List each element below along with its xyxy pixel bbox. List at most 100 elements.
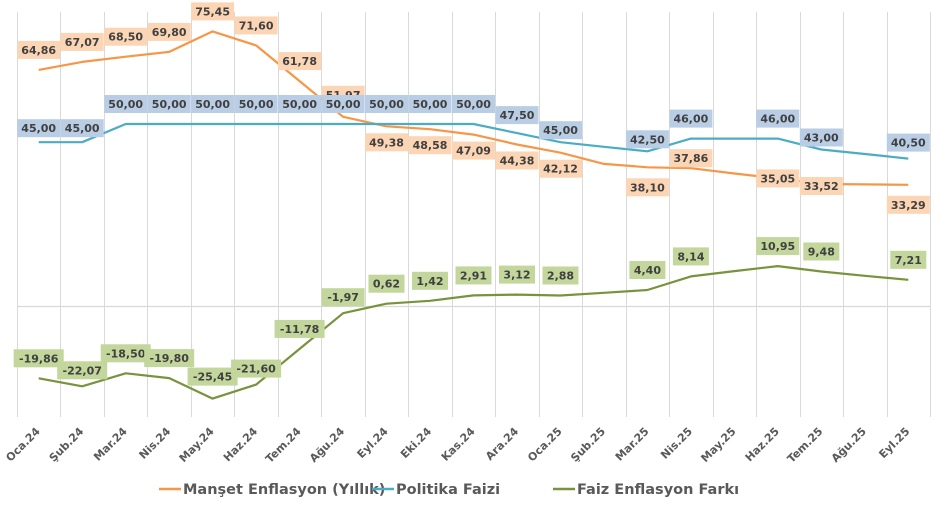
data-label-text: 8,14 bbox=[677, 250, 704, 263]
data-label-manset: 47,09 bbox=[452, 141, 495, 160]
data-label-text: -19,80 bbox=[150, 352, 190, 365]
data-label-politika: 50,00 bbox=[452, 95, 495, 113]
data-label-text: 1,42 bbox=[416, 275, 443, 288]
data-label-background bbox=[13, 349, 64, 368]
data-label-background bbox=[147, 95, 191, 113]
data-label-fark: -19,80 bbox=[144, 349, 195, 368]
x-tick-label: Mar.24 bbox=[91, 425, 130, 464]
data-label-background bbox=[886, 195, 930, 214]
x-tick-label: Ara.24 bbox=[483, 425, 521, 463]
data-label-manset: 44,38 bbox=[495, 151, 539, 170]
data-label-text: 67,07 bbox=[65, 36, 100, 49]
x-tick-label: Şub.24 bbox=[47, 425, 87, 465]
data-label-politika: 42,50 bbox=[625, 130, 669, 149]
data-label-background bbox=[408, 136, 452, 155]
x-tick-label: Haz.25 bbox=[743, 425, 782, 464]
data-label-text: 50,00 bbox=[456, 98, 491, 111]
data-label-manset: 35,05 bbox=[756, 169, 800, 188]
data-label-fark: 9,48 bbox=[803, 242, 840, 261]
data-label-text: 37,86 bbox=[674, 152, 709, 165]
data-label-background bbox=[799, 128, 843, 147]
data-label-text: 35,05 bbox=[760, 172, 795, 185]
data-label-politika: 46,00 bbox=[669, 109, 713, 128]
data-label-text: 64,86 bbox=[21, 44, 56, 57]
data-label-text: 42,12 bbox=[543, 163, 578, 176]
x-tick-label: Nis.25 bbox=[658, 425, 695, 462]
legend: Manşet Enflasyon (Yıllık) Politika Faizi F… bbox=[159, 482, 739, 498]
data-label-background bbox=[60, 119, 104, 138]
x-tick-label: Ağu.25 bbox=[829, 425, 869, 465]
x-tick-label: Eyl.25 bbox=[876, 425, 912, 461]
data-label-text: 44,38 bbox=[500, 155, 535, 168]
data-label-politika: 50,00 bbox=[147, 95, 191, 113]
data-label-background bbox=[625, 178, 669, 197]
data-label-text: 50,00 bbox=[413, 98, 448, 111]
data-label-text: 50,00 bbox=[195, 98, 230, 111]
data-label-manset: 67,07 bbox=[60, 32, 104, 51]
data-label-manset: 75,45 bbox=[191, 2, 235, 21]
data-label-text: 4,40 bbox=[634, 264, 661, 277]
data-label-text: 7,21 bbox=[895, 254, 922, 267]
series-lines bbox=[38, 30, 909, 400]
data-label-text: 38,10 bbox=[630, 181, 665, 194]
data-label-fark: 2,91 bbox=[455, 266, 492, 285]
data-label-text: 33,29 bbox=[891, 199, 926, 212]
data-label-manset: 33,52 bbox=[799, 177, 843, 195]
data-label-background bbox=[542, 266, 579, 285]
data-label-manset: 33,29 bbox=[886, 195, 930, 214]
data-label-text: 45,00 bbox=[21, 122, 56, 135]
data-label-manset: 48,58 bbox=[408, 136, 452, 155]
data-label-fark: 4,40 bbox=[629, 261, 666, 279]
data-label-text: 42,50 bbox=[630, 133, 665, 146]
data-label-text: 47,50 bbox=[500, 109, 535, 122]
data-label-manset: 42,12 bbox=[539, 159, 582, 178]
data-label-fark: -25,45 bbox=[187, 367, 238, 386]
data-label-background bbox=[57, 361, 108, 380]
data-label-fark: -1,97 bbox=[321, 288, 365, 307]
data-label-background bbox=[495, 106, 539, 125]
data-label-background bbox=[452, 95, 495, 113]
data-label-background bbox=[365, 133, 408, 152]
data-label-politika: 50,00 bbox=[191, 95, 235, 113]
data-label-text: 50,00 bbox=[152, 98, 187, 111]
data-label-background bbox=[104, 27, 148, 46]
data-label-text: -11,78 bbox=[280, 323, 319, 336]
data-label-background bbox=[274, 319, 325, 338]
data-label-text: 68,50 bbox=[108, 31, 143, 44]
data-label-background bbox=[539, 159, 582, 178]
data-label-background bbox=[144, 349, 195, 368]
data-label-fark: 3,12 bbox=[499, 265, 535, 284]
data-label-background bbox=[321, 95, 365, 113]
data-label-manset: 61,78 bbox=[278, 52, 322, 71]
legend-item-fark: Faiz Enflasyon Farkı bbox=[553, 482, 739, 498]
data-label-background bbox=[799, 177, 843, 195]
data-label-manset: 37,86 bbox=[669, 149, 713, 168]
data-label-politika: 46,00 bbox=[756, 109, 800, 128]
data-label-fark: 2,88 bbox=[542, 266, 579, 285]
data-label-fark: -19,86 bbox=[13, 349, 64, 368]
data-label-fark: 7,21 bbox=[890, 250, 927, 269]
data-label-fark: 10,95 bbox=[756, 237, 800, 256]
data-label-politika: 50,00 bbox=[321, 95, 365, 113]
legend-item-politika: Politika Faizi bbox=[372, 482, 500, 498]
data-label-text: 75,45 bbox=[195, 5, 230, 18]
data-label-fark: 8,14 bbox=[672, 247, 709, 266]
data-label-background bbox=[499, 265, 535, 284]
data-label-background bbox=[17, 119, 61, 138]
series-line-faiz-enflasyon-farki bbox=[38, 265, 909, 400]
data-label-background bbox=[886, 133, 930, 152]
data-label-background bbox=[100, 344, 151, 363]
data-label-background bbox=[629, 261, 666, 279]
data-label-text: 71,60 bbox=[239, 19, 274, 32]
data-label-background bbox=[191, 2, 235, 21]
data-label-background bbox=[368, 274, 405, 293]
data-label-manset: 64,86 bbox=[17, 40, 61, 59]
data-label-politika: 50,00 bbox=[104, 95, 148, 113]
data-label-fark: -18,50 bbox=[100, 344, 151, 363]
data-label-politika: 40,50 bbox=[886, 133, 930, 152]
data-label-text: 33,52 bbox=[804, 180, 839, 193]
data-label-text: 2,88 bbox=[547, 270, 574, 283]
x-tick-label: Şub.25 bbox=[568, 425, 608, 465]
data-label-background bbox=[669, 149, 713, 168]
data-label-text: 43,00 bbox=[804, 132, 839, 145]
